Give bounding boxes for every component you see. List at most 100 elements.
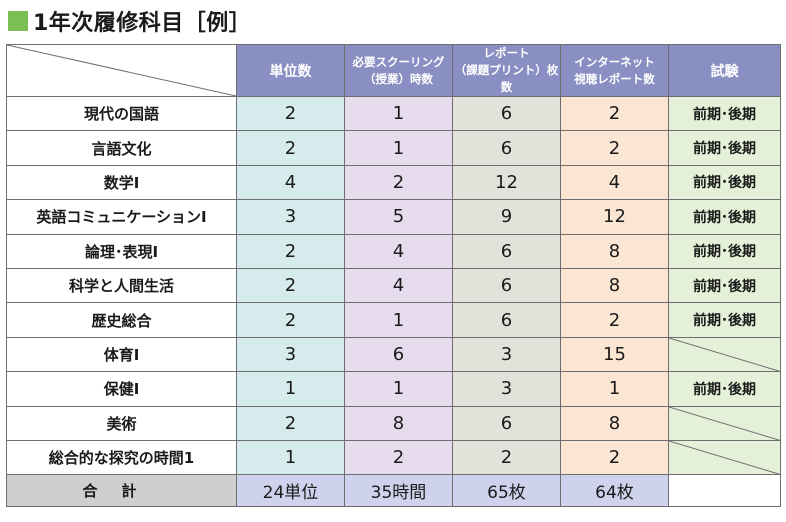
exam-cell-none: [668, 336, 781, 373]
diagonal-line: [669, 338, 780, 371]
table-row: 論理･表現Ⅰ 2 4 6 8 前期･後期: [6, 233, 781, 269]
exam-cell: 前期･後期: [668, 371, 781, 407]
total-row: 合計 24単位 35時間 65枚 64枚: [6, 474, 781, 508]
report-cell: 12: [452, 164, 561, 201]
exam-cell-none: [668, 439, 781, 476]
internet-cell: 2: [560, 130, 669, 166]
units-cell: 4: [236, 164, 345, 201]
units-cell: 2: [236, 405, 345, 441]
subject-name: 保健Ⅰ: [6, 371, 237, 407]
header-row: 単位数 必要スクーリング （授業）時数 レポート （課題プリント）枚数 インター…: [6, 44, 781, 97]
table-row: 体育Ⅰ 3 6 3 15: [6, 336, 781, 373]
table-row: 保健Ⅰ 1 1 3 1 前期･後期: [6, 371, 781, 407]
header-report: レポート （課題プリント）枚数: [452, 44, 561, 97]
exam-cell: 前期･後期: [668, 302, 781, 338]
report-cell: 6: [452, 130, 561, 166]
internet-cell: 8: [560, 267, 669, 304]
header-report-line2: （課題プリント）枚数: [454, 63, 559, 94]
corner-cell: [6, 44, 237, 97]
header-internet: インターネット 視聴レポート数: [560, 44, 669, 97]
units-cell: 2: [236, 267, 345, 304]
exam-cell: 前期･後期: [668, 199, 781, 235]
subject-name: 科学と人間生活: [6, 267, 237, 304]
report-cell: 3: [452, 371, 561, 407]
units-cell: 1: [236, 439, 345, 476]
units-cell: 2: [236, 302, 345, 338]
report-cell: 6: [452, 302, 561, 338]
subject-name: 論理･表現Ⅰ: [6, 233, 237, 269]
table-row: 言語文化 2 1 6 2 前期･後期: [6, 130, 781, 166]
subject-name: 歴史総合: [6, 302, 237, 338]
total-exam-empty: [668, 474, 781, 508]
page-title: 1年次履修科目［例］: [8, 4, 251, 38]
subject-name: 総合的な探究の時間1: [6, 439, 237, 476]
diagonal-line: [7, 45, 236, 96]
exam-cell-none: [668, 405, 781, 441]
schooling-cell: 5: [344, 199, 453, 235]
schooling-cell: 4: [344, 267, 453, 304]
units-cell: 2: [236, 130, 345, 166]
report-cell: 3: [452, 336, 561, 373]
internet-cell: 2: [560, 439, 669, 476]
header-schooling-line2: （授業）時数: [364, 71, 433, 86]
schooling-cell: 1: [344, 302, 453, 338]
table-body: 現代の国語 2 1 6 2 前期･後期 言語文化 2 1 6 2 前期･後期 数学Ⅰ 4 2 12 4 前期･後期…: [6, 95, 781, 476]
diagonal-line: [669, 441, 780, 474]
table-row: 数学Ⅰ 4 2 12 4 前期･後期: [6, 164, 781, 201]
internet-cell: 12: [560, 199, 669, 235]
units-cell: 3: [236, 199, 345, 235]
internet-cell: 8: [560, 405, 669, 441]
exam-cell: 前期･後期: [668, 233, 781, 269]
internet-cell: 4: [560, 164, 669, 201]
header-exam: 試験: [668, 44, 781, 97]
subject-name: 現代の国語: [6, 95, 237, 132]
course-table: 単位数 必要スクーリング （授業）時数 レポート （課題プリント）枚数 インター…: [6, 44, 781, 508]
internet-cell: 8: [560, 233, 669, 269]
units-cell: 1: [236, 371, 345, 407]
schooling-cell: 1: [344, 95, 453, 132]
units-cell: 3: [236, 336, 345, 373]
internet-cell: 15: [560, 336, 669, 373]
report-cell: 6: [452, 267, 561, 304]
exam-cell: 前期･後期: [668, 130, 781, 166]
header-schooling-line1: 必要スクーリング: [352, 54, 445, 69]
table-row: 歴史総合 2 1 6 2 前期･後期: [6, 302, 781, 338]
schooling-cell: 1: [344, 371, 453, 407]
schooling-cell: 4: [344, 233, 453, 269]
diagonal-line: [669, 407, 780, 440]
header-schooling: 必要スクーリング （授業）時数: [344, 44, 453, 97]
table-row: 現代の国語 2 1 6 2 前期･後期: [6, 95, 781, 132]
table-row: 美術 2 8 6 8: [6, 405, 781, 441]
internet-cell: 1: [560, 371, 669, 407]
exam-cell: 前期･後期: [668, 95, 781, 132]
subject-name: 英語コミュニケーションⅠ: [6, 199, 237, 235]
subject-name: 体育Ⅰ: [6, 336, 237, 373]
total-internet: 64枚: [560, 474, 669, 508]
report-cell: 2: [452, 439, 561, 476]
subject-name: 言語文化: [6, 130, 237, 166]
internet-cell: 2: [560, 95, 669, 132]
title-square-icon: [8, 11, 28, 31]
subject-name: 美術: [6, 405, 237, 441]
total-label: 合計: [6, 474, 237, 508]
internet-cell: 2: [560, 302, 669, 338]
schooling-cell: 2: [344, 164, 453, 201]
table-row: 総合的な探究の時間1 1 2 2 2: [6, 439, 781, 476]
exam-cell: 前期･後期: [668, 267, 781, 304]
header-internet-line1: インターネット: [574, 54, 655, 69]
units-cell: 2: [236, 233, 345, 269]
report-cell: 6: [452, 233, 561, 269]
report-cell: 6: [452, 405, 561, 441]
header-report-line1: レポート: [483, 46, 530, 60]
total-schooling: 35時間: [344, 474, 453, 508]
table-row: 英語コミュニケーションⅠ 3 5 9 12 前期･後期: [6, 199, 781, 235]
title-text: 1年次履修科目［例］: [33, 11, 252, 36]
report-cell: 9: [452, 199, 561, 235]
total-report: 65枚: [452, 474, 561, 508]
header-internet-line2: 視聴レポート数: [574, 71, 655, 86]
schooling-cell: 8: [344, 405, 453, 441]
total-units: 24単位: [236, 474, 345, 508]
table-row: 科学と人間生活 2 4 6 8 前期･後期: [6, 267, 781, 304]
schooling-cell: 2: [344, 439, 453, 476]
schooling-cell: 1: [344, 130, 453, 166]
